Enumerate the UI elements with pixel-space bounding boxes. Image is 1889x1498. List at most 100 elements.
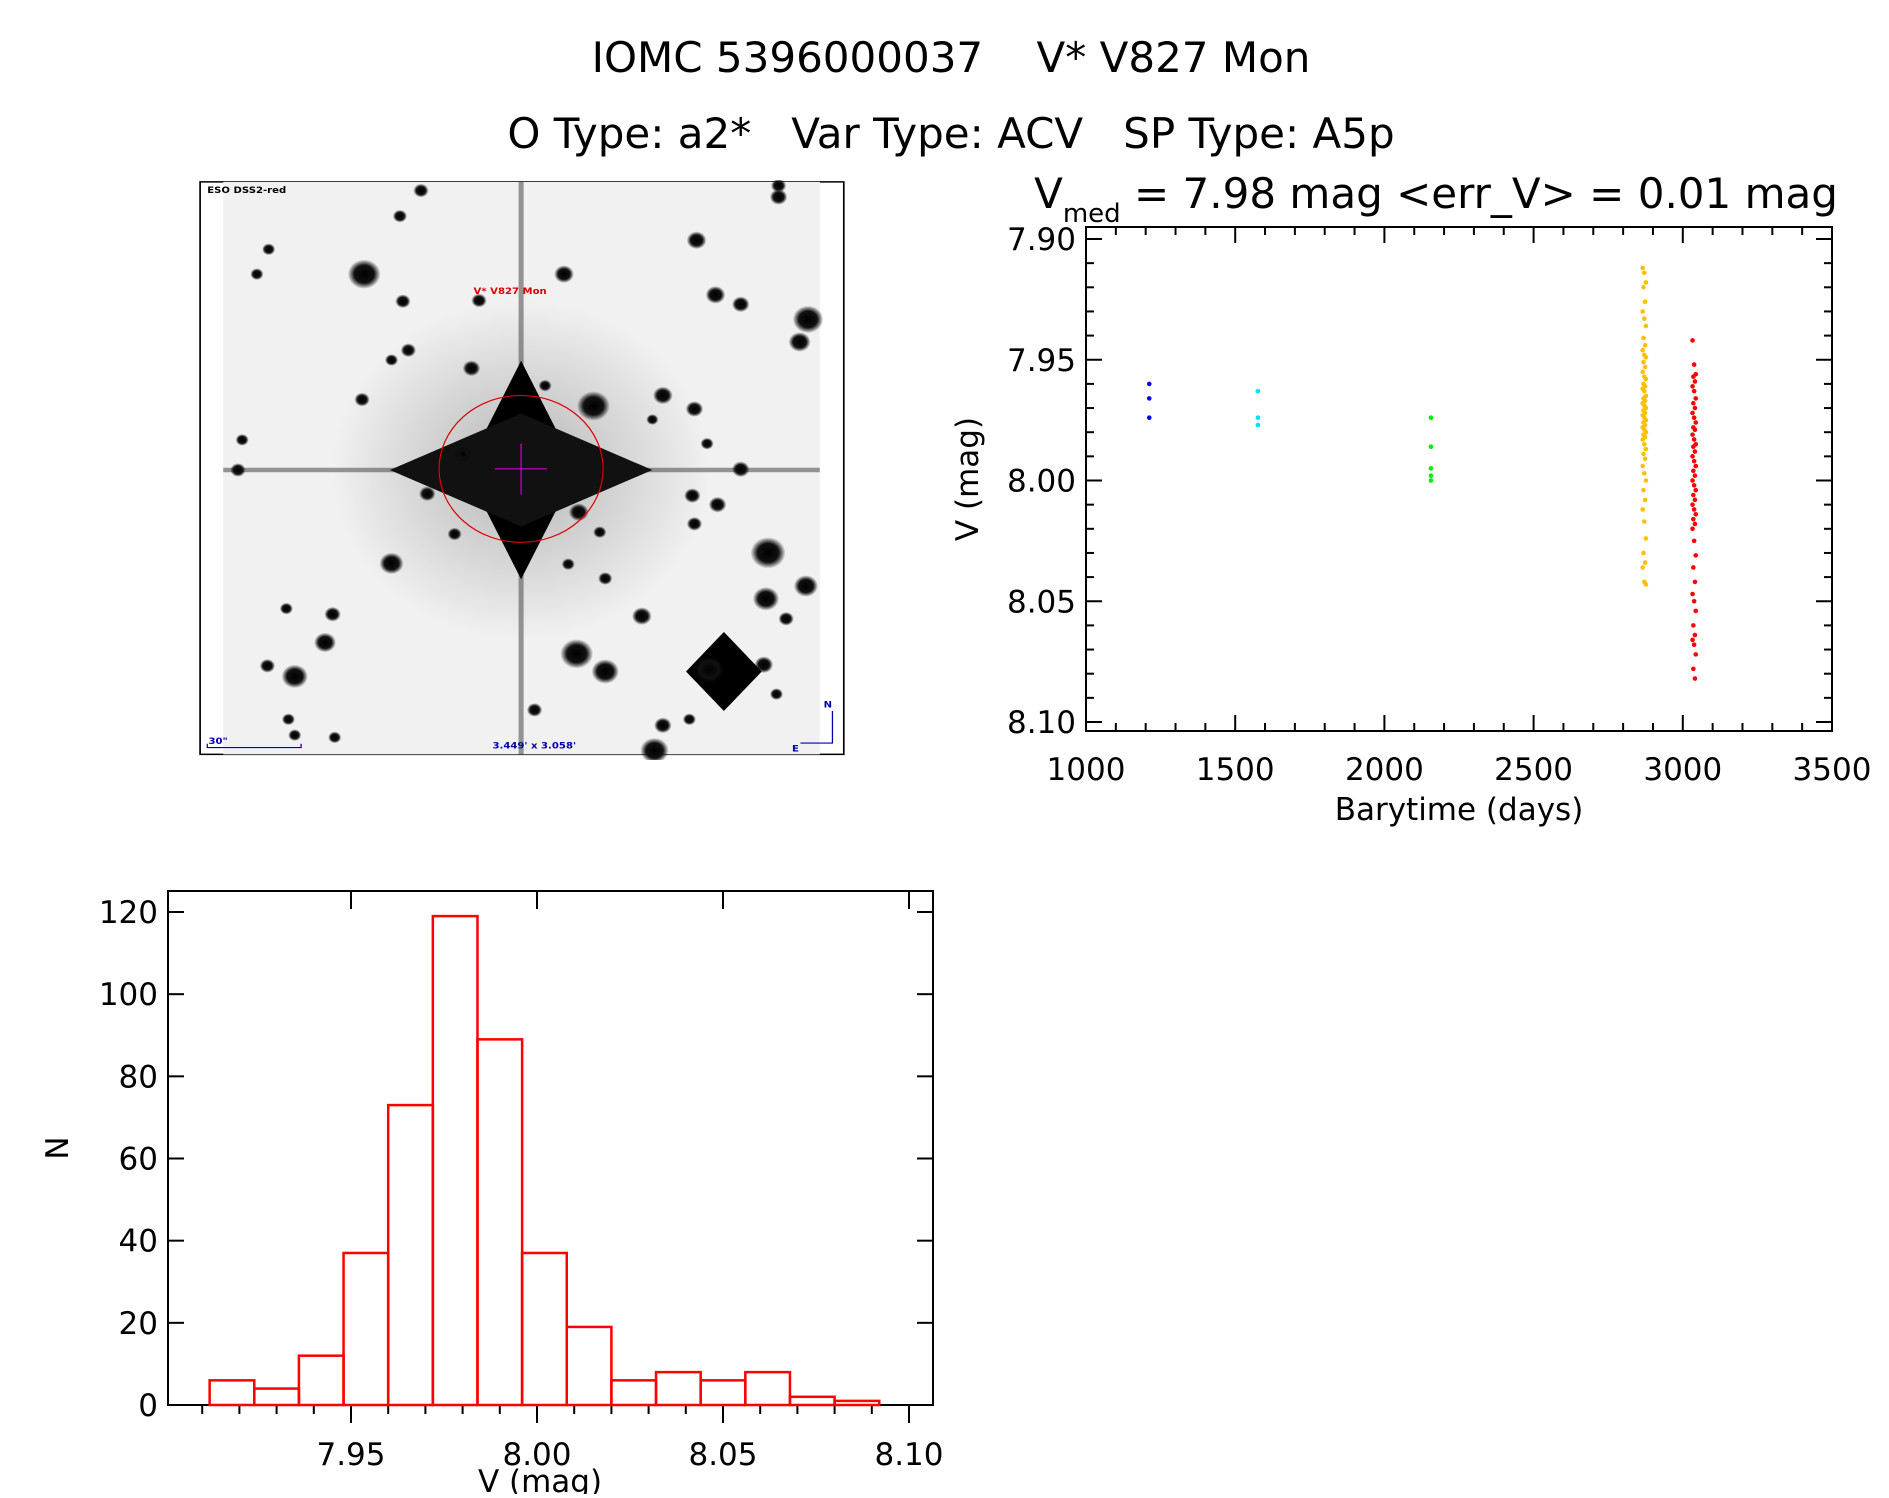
y-tick-label: 60 — [119, 1142, 158, 1178]
star-icon — [591, 659, 619, 684]
star-icon — [354, 392, 370, 407]
histogram-bar — [520, 1251, 569, 1407]
data-point-season4 — [1643, 582, 1649, 587]
data-point-season5 — [1692, 497, 1698, 503]
star-icon — [324, 606, 341, 622]
star-icon — [554, 265, 574, 283]
star-icon — [288, 729, 302, 742]
finder-image: ESO DSS2-red V* V827 Mon 30" 3.449' x 3.… — [199, 180, 845, 760]
histogram-bar — [297, 1354, 345, 1407]
star-icon — [632, 607, 652, 625]
star-icon — [750, 537, 786, 569]
data-point-season5 — [1691, 374, 1696, 379]
star-icon — [788, 332, 811, 352]
data-point-season4 — [1641, 487, 1646, 493]
star-icon — [400, 343, 417, 358]
star-icon — [692, 654, 726, 685]
data-point-season4 — [1643, 478, 1649, 483]
target-label: V* V827 Mon — [474, 287, 547, 297]
y-tick-label: 40 — [119, 1224, 158, 1260]
star-icon — [752, 587, 780, 611]
data-point-season5 — [1692, 379, 1698, 384]
x-tick-label: 8.00 — [502, 1437, 571, 1473]
title-sub: med — [1063, 199, 1121, 229]
data-point-season5 — [1691, 415, 1697, 421]
plot-frame — [167, 890, 934, 1406]
data-point-season5 — [1691, 507, 1697, 512]
star-icon — [754, 656, 774, 674]
fov-label: 3.449' x 3.058' — [492, 741, 576, 751]
data-point-season4 — [1642, 388, 1647, 394]
data-point-season5 — [1693, 553, 1699, 558]
y-axis-label: V (mag) — [950, 417, 986, 541]
star-icon — [769, 189, 788, 205]
data-point-season4 — [1642, 441, 1647, 447]
histogram-bar — [744, 1370, 792, 1407]
light-curve-title: Vmed = 7.98 mag <err_V> = 0.01 mag — [1034, 169, 1838, 229]
data-point-season5 — [1690, 591, 1695, 597]
star-icon — [598, 572, 613, 585]
survey-label: ESO DSS2-red — [207, 185, 286, 195]
star-icon — [384, 354, 399, 366]
histogram-bar — [386, 1103, 435, 1407]
histogram-bar — [342, 1251, 390, 1407]
x-tick-label: 7.95 — [316, 1437, 385, 1473]
data-point-season4 — [1641, 285, 1646, 290]
data-point-season4 — [1641, 550, 1646, 556]
data-point-season4 — [1642, 560, 1648, 565]
star-icon — [235, 433, 249, 446]
star-icon — [705, 286, 726, 304]
title-v: V — [1034, 169, 1063, 218]
data-point-season4 — [1642, 342, 1648, 348]
title-line-1: IOMC 5396000037 V* V827 Mon — [592, 33, 1311, 82]
star-icon — [684, 488, 701, 503]
star-icon — [778, 611, 794, 626]
x-tick-label: 2000 — [1345, 752, 1424, 788]
data-point-season5 — [1691, 362, 1697, 367]
star-icon — [686, 231, 707, 250]
data-point-season4 — [1641, 451, 1646, 457]
y-tick-label: 80 — [119, 1059, 158, 1095]
data-point-season5 — [1693, 420, 1699, 425]
data-point-season5 — [1692, 632, 1698, 638]
star-icon — [279, 602, 293, 615]
star-icon — [593, 526, 607, 539]
data-point-season5 — [1692, 427, 1698, 433]
x-tick-label: 2500 — [1494, 752, 1573, 788]
data-point-season5 — [1690, 338, 1695, 343]
y-tick-label: 0 — [138, 1388, 158, 1424]
histogram-bar — [788, 1395, 836, 1407]
histogram-bar — [833, 1399, 881, 1407]
y-tick-label: 7.90 — [1007, 222, 1076, 258]
star-icon — [731, 296, 750, 313]
data-point-season5 — [1690, 502, 1695, 507]
star-icon — [568, 503, 589, 521]
data-point-season4 — [1643, 376, 1649, 382]
data-point-season5 — [1692, 579, 1698, 585]
y-axis-label: N — [40, 1136, 76, 1159]
star-icon — [653, 386, 673, 405]
x-tick-label: 1500 — [1196, 752, 1275, 788]
y-tick-label: 7.95 — [1007, 343, 1076, 379]
star-icon — [686, 517, 703, 531]
data-point-season5 — [1690, 410, 1695, 416]
data-point-season1 — [1146, 381, 1152, 387]
histogram-chart: V (mag) N 7.95 8.00 8.05 8.10 0 20 40 60 80 100 12… — [40, 890, 944, 1498]
x-tick-label: 8.05 — [688, 1437, 757, 1473]
y-tick-label: 100 — [99, 977, 158, 1013]
star-icon — [281, 664, 308, 689]
star-icon — [314, 632, 336, 653]
data-point-season1 — [1146, 415, 1152, 421]
x-tick-label: 8.10 — [874, 1437, 943, 1473]
histogram-bar — [431, 914, 479, 1407]
star-icon — [793, 575, 818, 597]
data-point-season1 — [1146, 396, 1152, 401]
data-point-season2 — [1255, 388, 1261, 394]
data-point-season4 — [1640, 565, 1646, 570]
north-label: N — [824, 700, 832, 710]
data-point-season3 — [1428, 415, 1434, 421]
star-icon — [792, 305, 824, 334]
data-point-season5 — [1692, 521, 1698, 527]
data-point-season4 — [1640, 463, 1646, 469]
star-icon — [685, 401, 704, 417]
